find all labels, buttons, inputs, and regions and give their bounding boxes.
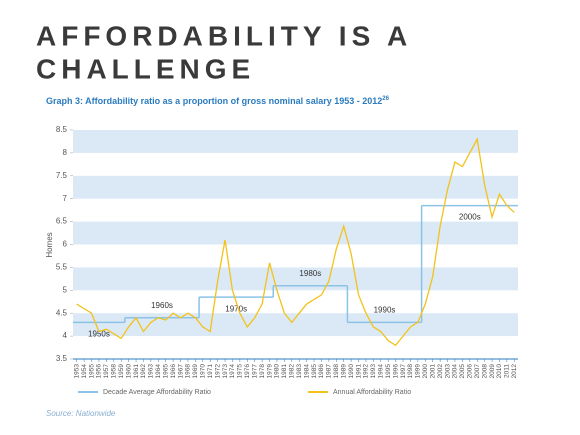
x-tick-label: 1969 — [192, 364, 199, 379]
x-tick-label: 1960 — [125, 364, 132, 379]
y-axis-label: Homes — [45, 232, 54, 257]
y-tick-label: 7.5 — [56, 171, 68, 180]
x-tick-label: 1958 — [111, 364, 118, 379]
x-tick-label: 1999 — [415, 364, 422, 379]
legend-label: Decade Average Affordability Ratio — [103, 389, 211, 396]
x-tick-label: 1957 — [103, 364, 110, 379]
x-tick-label: 2005 — [459, 364, 466, 379]
slide-title: CHALLENGE — [36, 53, 255, 84]
x-tick-label: 1965 — [162, 364, 169, 379]
x-tick-label: 1968 — [185, 364, 192, 379]
x-tick-label: 1992 — [363, 364, 370, 379]
source: Source: Nationwide — [46, 409, 116, 418]
x-tick-label: 1986 — [318, 364, 325, 379]
x-tick-label: 1983 — [296, 364, 303, 379]
decade-label: 1950s — [88, 329, 110, 338]
x-tick-label: 1993 — [370, 364, 377, 379]
x-tick-label: 1991 — [355, 364, 362, 379]
x-tick-label: 2001 — [429, 364, 436, 379]
x-tick-label: 2010 — [496, 364, 503, 379]
band — [73, 221, 518, 245]
decade-label: 1990s — [374, 305, 396, 314]
x-tick-label: 1972 — [214, 364, 221, 379]
x-tick-label: 1975 — [237, 364, 244, 379]
x-tick-label: 1967 — [177, 364, 184, 379]
x-tick-label: 2004 — [452, 364, 459, 379]
y-tick-label: 8 — [63, 148, 68, 157]
band — [73, 175, 518, 199]
y-tick-label: 7 — [63, 194, 68, 203]
x-tick-label: 1963 — [148, 364, 155, 379]
x-tick-label: 1985 — [311, 364, 318, 379]
x-tick-label: 1961 — [133, 364, 140, 379]
x-tick-label: 2011 — [504, 364, 511, 378]
x-tick-label: 1998 — [407, 364, 414, 379]
annual-line — [76, 137, 515, 347]
chart-title-text: Graph 3: Affordability ratio as a propor… — [46, 96, 382, 106]
y-tick-label: 5.5 — [56, 263, 68, 272]
x-tick-label: 1954 — [81, 364, 88, 379]
x-tick-label: 1987 — [326, 364, 333, 379]
band — [73, 313, 518, 337]
x-tick-label: 2007 — [474, 364, 481, 379]
y-tick-label: 6 — [63, 240, 68, 249]
y-tick-label: 6.5 — [56, 217, 68, 226]
y-tick-label: 3.5 — [56, 354, 68, 363]
x-tick-label: 1977 — [251, 364, 258, 379]
x-tick-label: 1974 — [229, 364, 236, 379]
x-tick-label: 1976 — [244, 364, 251, 379]
x-tick-label: 2000 — [422, 364, 429, 379]
y-tick-label: 4 — [63, 331, 68, 340]
x-tick-label: 1956 — [96, 364, 103, 379]
x-tick-label: 1984 — [303, 364, 310, 379]
x-tick-label: 2012 — [511, 364, 518, 379]
slide-title: AFFORDABILITY IS A — [36, 20, 412, 51]
x-tick-label: 1988 — [333, 364, 340, 379]
x-tick-label: 1995 — [385, 364, 392, 379]
chart-title-note: 26 — [382, 96, 389, 102]
x-tick-label: 1959 — [118, 364, 125, 379]
x-tick-label: 2002 — [437, 364, 444, 379]
decade-label: 1970s — [225, 304, 247, 313]
x-tick-label: 1981 — [281, 364, 288, 379]
x-tick-label: 2006 — [467, 364, 474, 379]
x-tick-label: 2008 — [481, 364, 488, 379]
x-tick-label: 1953 — [73, 364, 80, 379]
decade-label: 2000s — [459, 213, 481, 222]
x-tick-label: 1971 — [207, 364, 214, 379]
x-tick-label: 1982 — [289, 364, 296, 379]
x-tick-label: 1955 — [88, 364, 95, 379]
x-tick-label: 2009 — [489, 364, 496, 379]
band — [73, 130, 518, 153]
y-tick-label: 8.5 — [56, 125, 68, 134]
x-tick-label: 2003 — [444, 364, 451, 379]
y-tick-label: 5 — [63, 285, 68, 294]
x-tick-label: 1994 — [378, 364, 385, 379]
x-tick-label: 1973 — [222, 364, 229, 379]
band — [73, 267, 518, 291]
x-tick-label: 1990 — [348, 364, 355, 379]
legend-label: Annual Affordability Ratio — [333, 389, 411, 396]
x-tick-label: 1997 — [400, 364, 407, 379]
x-tick-label: 1989 — [340, 364, 347, 379]
x-tick-label: 1966 — [170, 364, 177, 379]
x-tick-label: 1996 — [392, 364, 399, 379]
chart-title: Graph 3: Affordability ratio as a propor… — [46, 96, 390, 107]
x-tick-label: 1978 — [259, 364, 266, 379]
decade-label: 1980s — [299, 269, 321, 278]
decade-label: 1960s — [151, 301, 173, 310]
x-tick-label: 1962 — [140, 364, 147, 379]
x-tick-label: 1980 — [274, 364, 281, 379]
x-tick-label: 1979 — [266, 364, 273, 379]
x-tick-label: 1964 — [155, 364, 162, 379]
x-tick-label: 1970 — [200, 364, 207, 379]
y-tick-label: 4.5 — [56, 308, 68, 317]
